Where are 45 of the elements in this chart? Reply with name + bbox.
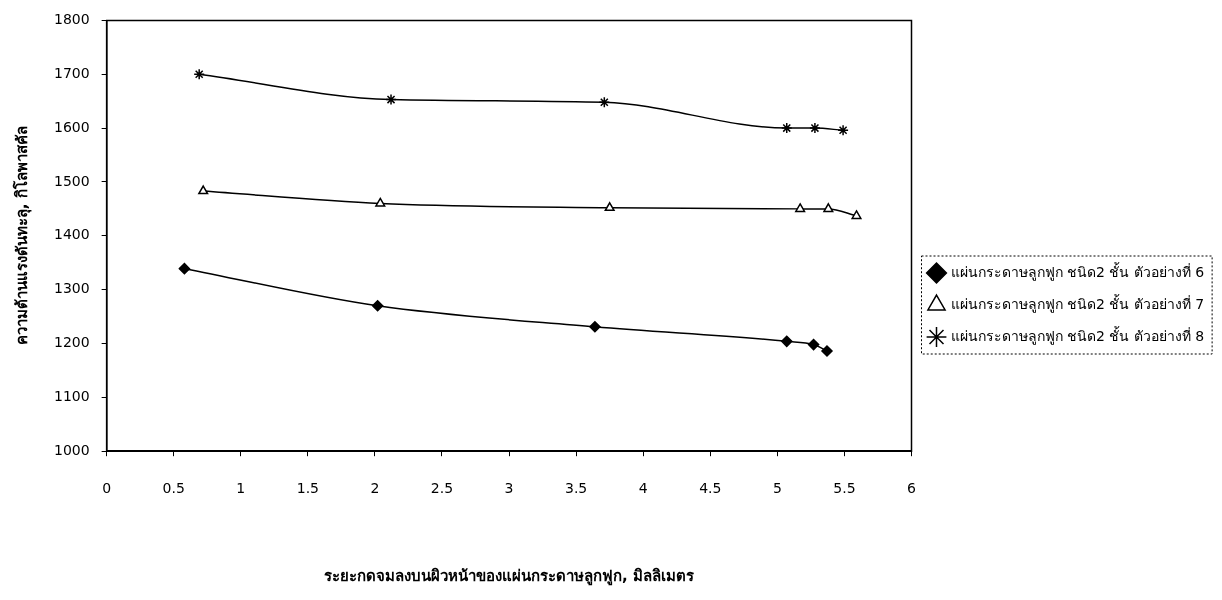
x-tick-label: 4 — [638, 480, 648, 497]
point — [837, 124, 849, 136]
point — [809, 122, 821, 134]
y-tick-label: 1800 — [53, 11, 90, 28]
x-tick-label: 3 — [504, 480, 514, 497]
x-tick-label: 2 — [370, 480, 380, 497]
point — [604, 202, 615, 212]
x-tick-label: 0.5 — [162, 480, 185, 497]
point — [821, 345, 833, 357]
legend-label: แผ่นกระดาษลูกฟูก ชนิด2 ชั้น ตัวอย่างที่ 7 — [950, 293, 1205, 313]
legend-label: แผ่นกระดาษลูกฟูก ชนิด2 ชั้น ตัวอย่างที่ 6 — [950, 261, 1205, 281]
point — [589, 321, 601, 333]
x-tick-label: 1 — [236, 480, 246, 497]
y-tick-label: 1200 — [53, 334, 90, 351]
point — [385, 93, 397, 106]
point — [178, 262, 191, 275]
y-tick-label: 1500 — [53, 172, 90, 189]
x-tick-label: 0 — [102, 480, 112, 497]
point — [807, 338, 820, 351]
point — [781, 335, 793, 348]
legend-label: แผ่นกระดาษลูกฟูก ชนิด2 ชั้น ตัวอย่างที่ 8 — [950, 325, 1205, 345]
y-tick-label: 1600 — [53, 118, 90, 135]
point — [371, 300, 384, 312]
y-tick-label: 1000 — [53, 441, 90, 458]
x-tick-label: 4.5 — [699, 480, 722, 497]
x-tick-label: 2.5 — [430, 480, 454, 497]
x-tick-label: 5 — [772, 480, 782, 497]
point — [781, 122, 793, 134]
x-tick-label: 5.5 — [833, 480, 856, 497]
point — [193, 68, 205, 80]
point — [598, 96, 611, 108]
point — [851, 210, 862, 220]
x-tick-label: 3.5 — [565, 480, 588, 497]
y-tick-label: 1300 — [53, 280, 90, 297]
y-tick-label: 1100 — [53, 387, 90, 404]
point — [198, 185, 209, 195]
x-axis-title: ระยะกดจมลงบนผิวหน้าของแผ่นกระดาษลูกฟูก, มิลลิเมตร — [324, 566, 696, 586]
x-tick-label: 6 — [907, 480, 917, 497]
y-tick-label: 1400 — [53, 226, 90, 243]
x-tick-label: 1.5 — [296, 480, 319, 497]
point — [795, 203, 806, 213]
point — [823, 203, 834, 213]
y-axis-title: ความต้านแรงดันทะลุ, กิโลพาสคัล — [11, 126, 32, 346]
y-tick-label: 1700 — [53, 64, 90, 81]
point — [375, 197, 386, 207]
